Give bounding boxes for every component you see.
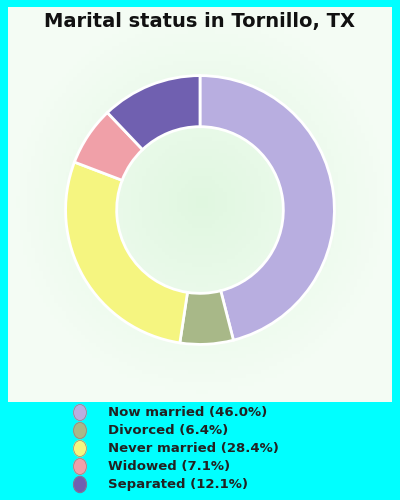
Text: Marital status in Tornillo, TX: Marital status in Tornillo, TX <box>44 12 356 32</box>
Wedge shape <box>74 112 142 180</box>
Text: Now married (46.0%): Now married (46.0%) <box>108 406 267 419</box>
Wedge shape <box>180 290 234 344</box>
Wedge shape <box>200 76 334 340</box>
Wedge shape <box>66 162 188 343</box>
Text: Widowed (7.1%): Widowed (7.1%) <box>108 460 230 473</box>
Text: Separated (12.1%): Separated (12.1%) <box>108 478 248 491</box>
Text: Never married (28.4%): Never married (28.4%) <box>108 442 279 455</box>
Text: Divorced (6.4%): Divorced (6.4%) <box>108 424 228 437</box>
Wedge shape <box>107 76 200 150</box>
